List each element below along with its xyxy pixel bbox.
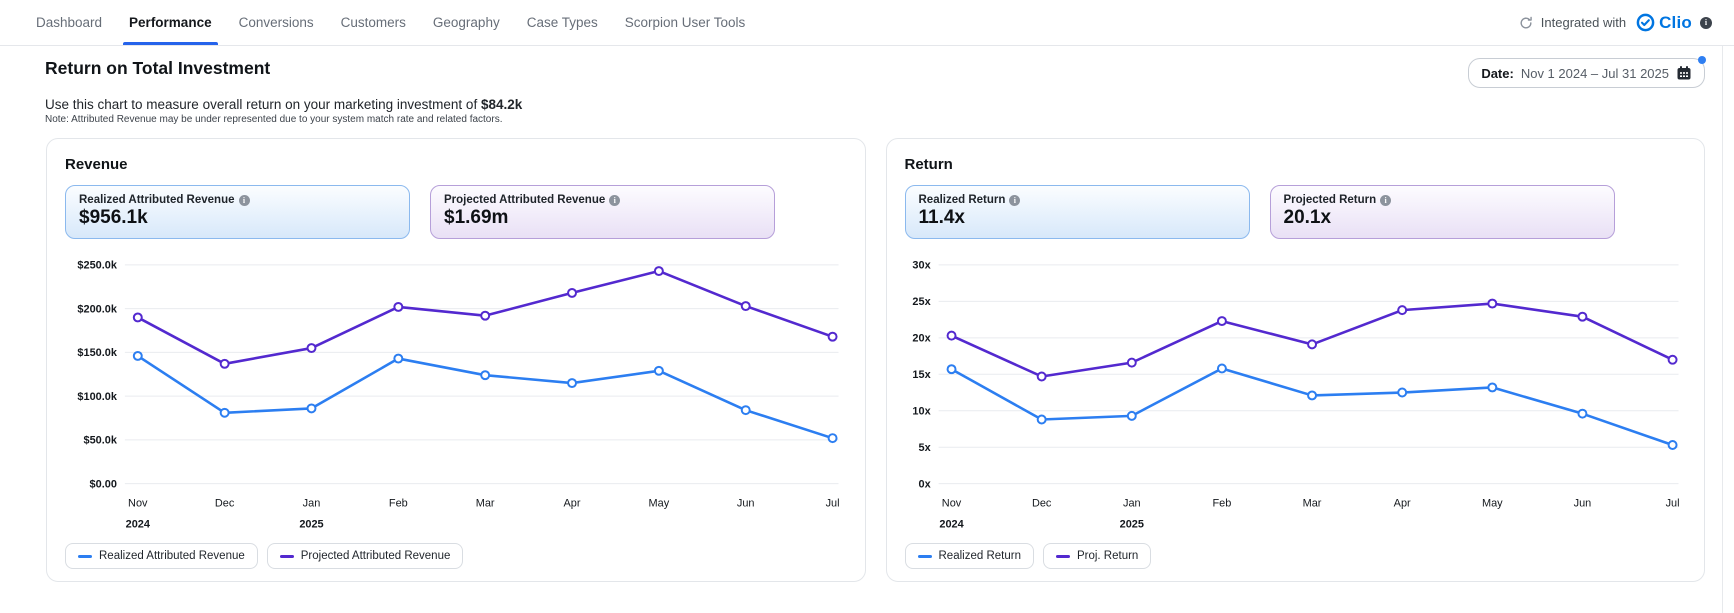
- svg-text:15x: 15x: [912, 369, 930, 381]
- tab-conversions[interactable]: Conversions: [238, 15, 314, 30]
- scroll-gutter: [1722, 46, 1723, 613]
- stat-value: 11.4x: [918, 207, 966, 228]
- svg-text:30x: 30x: [912, 260, 930, 272]
- legend-dash-icon: [279, 554, 294, 558]
- revenue-card-title: Revenue: [65, 156, 128, 173]
- date-range-button[interactable]: Date: Nov 1 2024 – Jul 31 2025: [1468, 56, 1706, 88]
- revenue-legend: Realized Attributed Revenue Projected At…: [65, 543, 847, 570]
- svg-text:Jul: Jul: [1665, 498, 1679, 510]
- stat-value: $1.69m: [444, 207, 509, 228]
- tab-customers[interactable]: Customers: [340, 15, 406, 30]
- svg-text:$0.00: $0.00: [90, 478, 117, 490]
- svg-text:10x: 10x: [912, 406, 930, 418]
- svg-text:5x: 5x: [918, 442, 930, 454]
- revenue-card: Revenue Realized Attributed Revenue i $9…: [46, 138, 866, 583]
- realized-return-stat: Realized Return i 11.4x: [904, 185, 1250, 239]
- svg-text:Mar: Mar: [1302, 498, 1321, 510]
- svg-text:2025: 2025: [299, 518, 323, 530]
- legend-realized-attributed-revenue[interactable]: Realized Attributed Revenue: [65, 543, 258, 570]
- stat-label: Projected Attributed Revenue: [444, 194, 606, 206]
- info-icon[interactable]: i: [609, 194, 621, 206]
- charts-area: Revenue Realized Attributed Revenue i $9…: [46, 138, 1705, 583]
- stat-label: Projected Return: [1283, 194, 1377, 206]
- stat-label: Realized Attributed Revenue: [79, 194, 235, 206]
- svg-text:Dec: Dec: [215, 498, 235, 510]
- stat-value: 20.1x: [1283, 207, 1332, 228]
- tab-scorpion-user-tools[interactable]: Scorpion User Tools: [624, 15, 746, 30]
- svg-text:2024: 2024: [126, 518, 151, 530]
- info-icon[interactable]: i: [1380, 194, 1392, 206]
- tab-performance[interactable]: Performance: [123, 0, 218, 45]
- legend-proj-return[interactable]: Proj. Return: [1042, 543, 1152, 570]
- svg-text:$150.0k: $150.0k: [77, 347, 117, 359]
- svg-text:2024: 2024: [939, 518, 964, 530]
- svg-text:20x: 20x: [912, 333, 930, 345]
- info-icon[interactable]: i: [238, 194, 250, 206]
- date-label: Date:: [1481, 65, 1514, 81]
- svg-text:Apr: Apr: [564, 498, 581, 510]
- svg-text:May: May: [649, 498, 670, 510]
- nav-tabs: Dashboard Performance Conversions Custom…: [36, 0, 745, 45]
- page-subtitle: Use this chart to measure overall return…: [45, 97, 523, 112]
- integrated-with-label: Integrated with: [1540, 15, 1627, 30]
- page-header: Return on Total Investment Date: Nov 1 2…: [0, 46, 1734, 125]
- svg-text:Feb: Feb: [1212, 498, 1231, 510]
- refresh-icon[interactable]: [1519, 16, 1533, 30]
- clio-logo: Clio: [1636, 13, 1692, 33]
- svg-text:0x: 0x: [918, 478, 930, 490]
- svg-text:Jan: Jan: [1122, 498, 1140, 510]
- tab-dashboard[interactable]: Dashboard: [36, 15, 103, 30]
- top-nav: Dashboard Performance Conversions Custom…: [0, 0, 1734, 46]
- legend-realized-return[interactable]: Realized Return: [904, 543, 1034, 570]
- svg-text:Nov: Nov: [941, 498, 961, 510]
- clio-wordmark: Clio: [1659, 12, 1692, 32]
- svg-text:Jan: Jan: [303, 498, 321, 510]
- date-notification-dot: [1698, 56, 1706, 64]
- svg-text:Dec: Dec: [1031, 498, 1051, 510]
- svg-text:25x: 25x: [912, 296, 930, 308]
- legend-dash-icon: [78, 554, 92, 558]
- legend-projected-attributed-revenue[interactable]: Projected Attributed Revenue: [266, 543, 464, 570]
- return-chart[interactable]: 0x 5x 10x 15x 20x 25x 30x Nov 2024 Dec Jan 2025 Feb M…: [905, 253, 1687, 539]
- clio-check-icon: [1636, 13, 1655, 32]
- svg-text:2025: 2025: [1119, 518, 1143, 530]
- svg-text:$50.0k: $50.0k: [84, 435, 118, 447]
- svg-text:Jul: Jul: [826, 498, 840, 510]
- stat-label: Realized Return: [918, 194, 1006, 206]
- revenue-chart[interactable]: $0.00 $50.0k $100.0k $150.0k $200.0k $250.0k N…: [65, 253, 847, 539]
- info-icon[interactable]: i: [1009, 194, 1021, 206]
- nav-right-cluster: Integrated with Clio i: [1519, 0, 1712, 45]
- projected-return-stat: Projected Return i 20.1x: [1269, 185, 1615, 239]
- legend-dash-icon: [917, 554, 932, 558]
- svg-text:$100.0k: $100.0k: [77, 391, 117, 403]
- svg-text:May: May: [1481, 498, 1502, 510]
- svg-text:Apr: Apr: [1393, 498, 1410, 510]
- date-range-value: Nov 1 2024 – Jul 31 2025: [1520, 65, 1669, 81]
- return-legend: Realized Return Proj. Return: [904, 543, 1687, 570]
- return-card: Return Realized Return i 11.4x Projected…: [885, 138, 1705, 583]
- projected-attributed-revenue-stat: Projected Attributed Revenue i $1.69m: [430, 185, 775, 239]
- return-card-title: Return: [904, 156, 953, 173]
- legend-dash-icon: [1055, 554, 1070, 558]
- svg-text:Mar: Mar: [476, 498, 495, 510]
- clio-info-icon[interactable]: i: [1700, 16, 1712, 29]
- svg-text:Feb: Feb: [389, 498, 408, 510]
- svg-text:$250.0k: $250.0k: [77, 260, 117, 272]
- investment-amount: $84.2k: [480, 97, 523, 112]
- page-title: Return on Total Investment: [45, 58, 271, 78]
- realized-attributed-revenue-stat: Realized Attributed Revenue i $956.1k: [65, 185, 410, 239]
- svg-text:$200.0k: $200.0k: [77, 303, 117, 315]
- attribution-note: Note: Attributed Revenue may be under re…: [45, 114, 503, 125]
- stat-value: $956.1k: [79, 207, 148, 228]
- tab-geography[interactable]: Geography: [432, 15, 500, 30]
- svg-text:Nov: Nov: [128, 498, 148, 510]
- svg-text:Jun: Jun: [737, 498, 755, 510]
- calendar-icon: [1677, 66, 1691, 80]
- svg-text:Jun: Jun: [1573, 498, 1591, 510]
- tab-case-types[interactable]: Case Types: [526, 15, 598, 30]
